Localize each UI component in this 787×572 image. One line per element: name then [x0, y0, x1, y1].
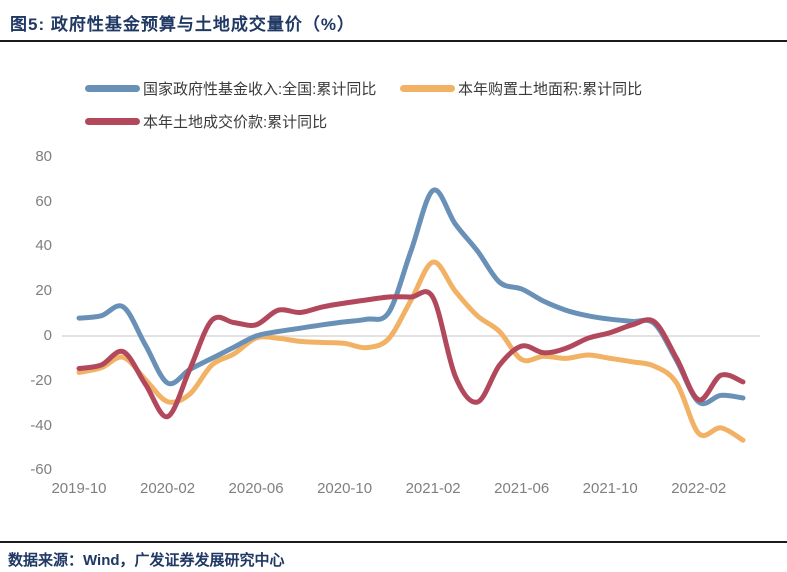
legend-item-fund-revenue: 国家政府性基金收入:全国:累计同比	[85, 79, 377, 98]
legend-item-land-value: 本年土地成交价款:累计同比	[85, 112, 328, 131]
chart-title: 图5: 政府性基金预算与土地成交量价（%）	[10, 15, 355, 34]
y-tick-label: 80	[35, 147, 52, 165]
y-tick-label: -40	[30, 416, 52, 434]
x-tick-label: 2022-02	[671, 480, 727, 497]
legend-marker-blue	[85, 84, 140, 92]
legend-label-land-value: 本年土地成交价款:累计同比	[143, 113, 328, 131]
legend-label-fund-revenue: 国家政府性基金收入:全国:累计同比	[143, 80, 377, 98]
legend-marker-red	[85, 117, 140, 125]
x-tick-label: 2021-10	[582, 480, 638, 497]
series-line-red	[76, 289, 746, 420]
x-tick-label: 2021-06	[494, 480, 550, 497]
y-tick-label: -60	[30, 461, 52, 479]
y-tick-label: 40	[35, 237, 52, 255]
legend-marker-orange	[400, 84, 455, 92]
x-tick-label: 2019-10	[51, 480, 107, 497]
legend-label-land-area: 本年购置土地面积:累计同比	[458, 80, 643, 98]
x-tick-label: 2020-06	[228, 480, 284, 497]
title-divider	[0, 40, 787, 42]
y-tick-label: 60	[35, 192, 52, 210]
y-tick-label: 0	[43, 327, 52, 344]
footer-divider	[0, 541, 787, 543]
legend-item-land-area: 本年购置土地面积:累计同比	[400, 79, 643, 98]
x-tick-label: 2020-10	[317, 480, 373, 497]
series-line-orange	[76, 259, 746, 443]
x-tick-label: 2021-02	[405, 480, 461, 497]
data-source-note: 数据来源：Wind，广发证券发展研究中心	[8, 552, 285, 569]
y-tick-label: 20	[35, 282, 52, 300]
y-tick-label: -20	[30, 371, 52, 389]
x-tick-label: 2020-02	[140, 480, 196, 497]
